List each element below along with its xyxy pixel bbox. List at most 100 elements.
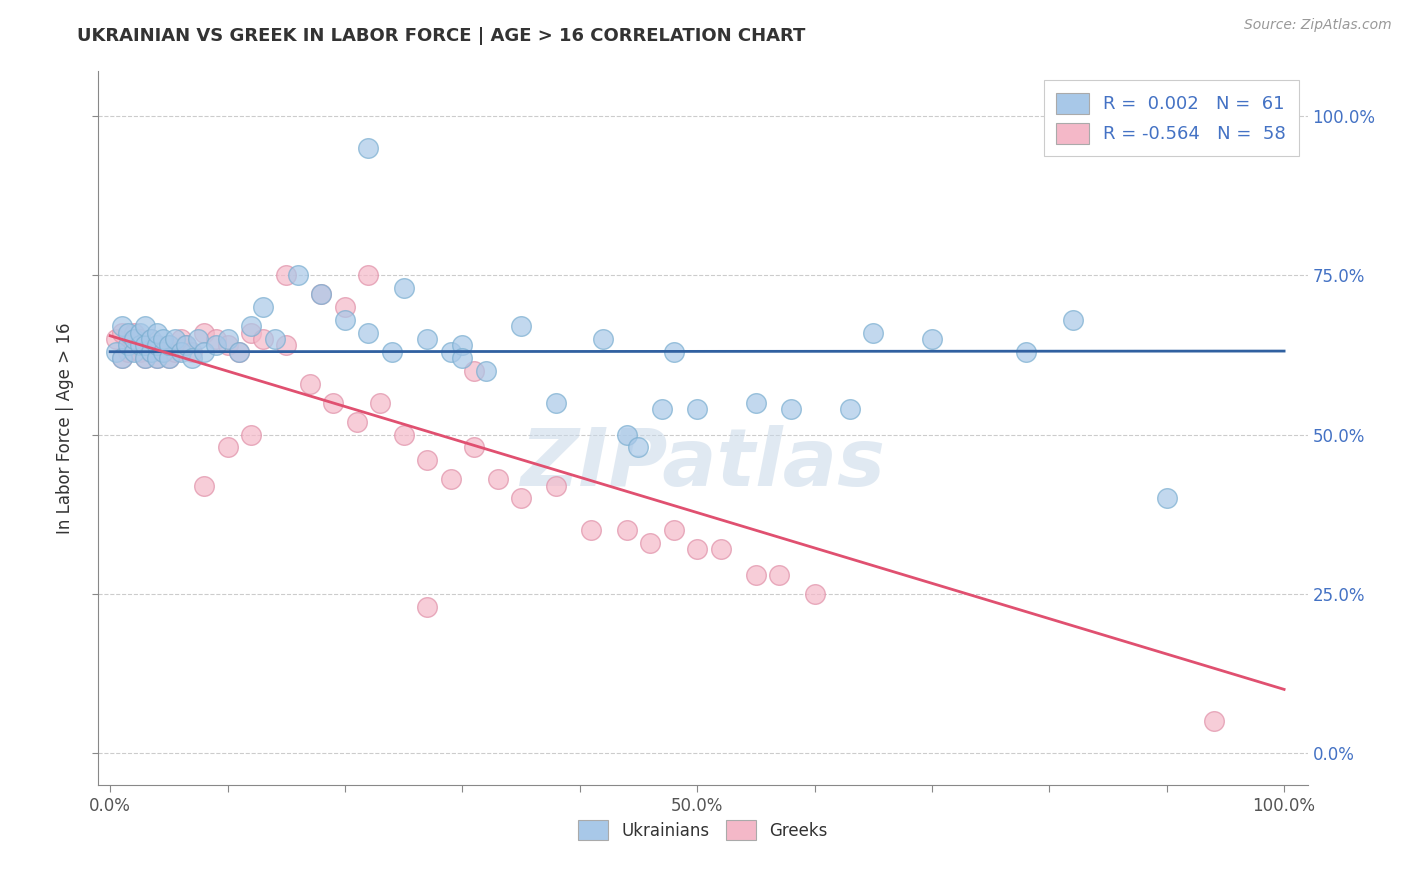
Point <box>333 300 356 314</box>
Point <box>463 364 485 378</box>
Point <box>187 332 209 346</box>
Point <box>122 332 145 346</box>
Point <box>475 364 498 378</box>
Point <box>686 542 709 557</box>
Point <box>838 402 860 417</box>
Point <box>141 344 163 359</box>
Point <box>686 402 709 417</box>
Point <box>357 326 380 340</box>
Point <box>921 332 943 346</box>
Point <box>152 344 174 359</box>
Legend: Ukrainians, Greeks: Ukrainians, Greeks <box>569 812 837 848</box>
Point <box>368 395 391 409</box>
Point <box>451 351 474 365</box>
Point <box>128 338 150 352</box>
Point <box>117 326 139 340</box>
Point <box>157 351 180 365</box>
Point <box>122 326 145 340</box>
Point <box>252 332 274 346</box>
Point <box>311 287 333 301</box>
Point <box>616 427 638 442</box>
Point <box>128 344 150 359</box>
Y-axis label: In Labor Force | Age > 16: In Labor Force | Age > 16 <box>56 322 75 534</box>
Point <box>169 344 191 359</box>
Point <box>862 326 884 340</box>
Text: ZIPatlas: ZIPatlas <box>520 425 886 503</box>
Point <box>240 319 263 334</box>
Point <box>357 268 380 283</box>
Point <box>627 440 650 454</box>
Point <box>510 319 533 334</box>
Point <box>157 351 180 365</box>
Point <box>463 440 485 454</box>
Point <box>217 332 239 346</box>
Point <box>616 523 638 537</box>
Point <box>111 326 134 340</box>
Point <box>439 472 461 486</box>
Point <box>240 326 263 340</box>
Point <box>134 338 156 352</box>
Point <box>146 338 169 352</box>
Point <box>240 427 263 442</box>
Point <box>111 319 134 334</box>
Point <box>486 472 509 486</box>
Point <box>105 344 128 359</box>
Point <box>141 344 163 359</box>
Point <box>122 344 145 359</box>
Point <box>157 338 180 352</box>
Point <box>204 338 226 352</box>
Point <box>141 332 163 346</box>
Point <box>163 332 186 346</box>
Point <box>111 351 134 365</box>
Point <box>581 523 603 537</box>
Point <box>152 344 174 359</box>
Point <box>134 351 156 365</box>
Point <box>451 338 474 352</box>
Point <box>1156 491 1178 506</box>
Point <box>780 402 803 417</box>
Point <box>228 344 250 359</box>
Point <box>276 268 298 283</box>
Point <box>416 599 439 614</box>
Point <box>117 338 139 352</box>
Point <box>204 332 226 346</box>
Point <box>193 326 215 340</box>
Text: Source: ZipAtlas.com: Source: ZipAtlas.com <box>1244 18 1392 32</box>
Point <box>181 351 204 365</box>
Point <box>287 268 309 283</box>
Point <box>217 440 239 454</box>
Point <box>176 338 198 352</box>
Point <box>322 395 344 409</box>
Point <box>134 338 156 352</box>
Point <box>169 332 191 346</box>
Point <box>710 542 733 557</box>
Point <box>439 344 461 359</box>
Point <box>416 332 439 346</box>
Point <box>768 567 790 582</box>
Point <box>662 344 685 359</box>
Point <box>416 453 439 467</box>
Point <box>146 338 169 352</box>
Point <box>134 351 156 365</box>
Point <box>1202 714 1225 729</box>
Point <box>357 141 380 155</box>
Point <box>381 344 404 359</box>
Point <box>745 567 768 582</box>
Point <box>141 332 163 346</box>
Point <box>128 332 150 346</box>
Point <box>163 344 186 359</box>
Point <box>128 326 150 340</box>
Point <box>651 402 673 417</box>
Point <box>122 338 145 352</box>
Point <box>228 344 250 359</box>
Point <box>546 478 568 492</box>
Point <box>105 332 128 346</box>
Point <box>176 338 198 352</box>
Point <box>346 415 368 429</box>
Point <box>193 478 215 492</box>
Point <box>146 351 169 365</box>
Point <box>311 287 333 301</box>
Point <box>263 332 285 346</box>
Point <box>392 427 415 442</box>
Point <box>157 338 180 352</box>
